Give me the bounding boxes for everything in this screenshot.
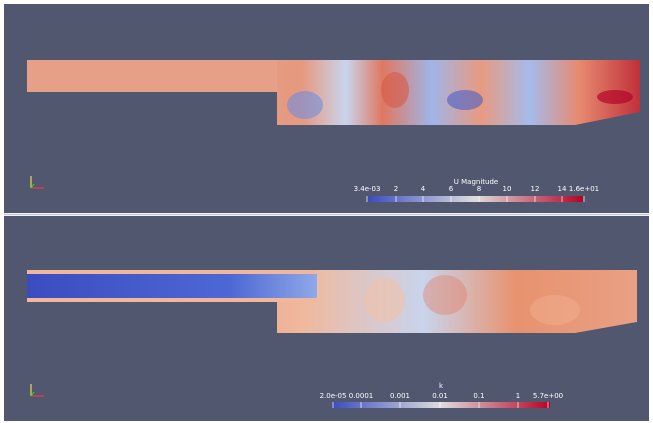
legend-label: 4 [421, 185, 426, 193]
vortex [381, 72, 409, 108]
vortex [287, 91, 323, 119]
inlet-channel [27, 60, 277, 92]
legend-label: 6 [449, 185, 454, 193]
legend-label: 2.0e-05 [320, 392, 347, 400]
color-bar [332, 402, 550, 408]
color-bar [368, 196, 583, 202]
vortex [447, 90, 483, 110]
legend-label: 0.01 [432, 392, 448, 400]
legend-label: 0.001 [390, 392, 410, 400]
legend-label: 8 [477, 185, 481, 193]
vortex [365, 278, 405, 322]
vortex [423, 275, 467, 315]
legend-label: 12 [531, 185, 540, 193]
paraview-views: U Magnitude k 3.4e-0324681012141.6e+012.… [0, 0, 653, 423]
inlet-core [27, 274, 317, 298]
legend-label: 1 [516, 392, 520, 400]
vortex [597, 90, 633, 104]
legend-label: 0.0001 [349, 392, 374, 400]
legend-label: 0.1 [473, 392, 484, 400]
legend-label: 2 [394, 185, 398, 193]
legend-label: 1.6e+01 [569, 185, 599, 193]
legend-label: 10 [503, 185, 512, 193]
legend-label: 14 [558, 185, 567, 193]
legend-label: 5.7e+00 [533, 392, 563, 400]
vortex [530, 295, 580, 325]
legend-label: 3.4e-03 [354, 185, 381, 193]
